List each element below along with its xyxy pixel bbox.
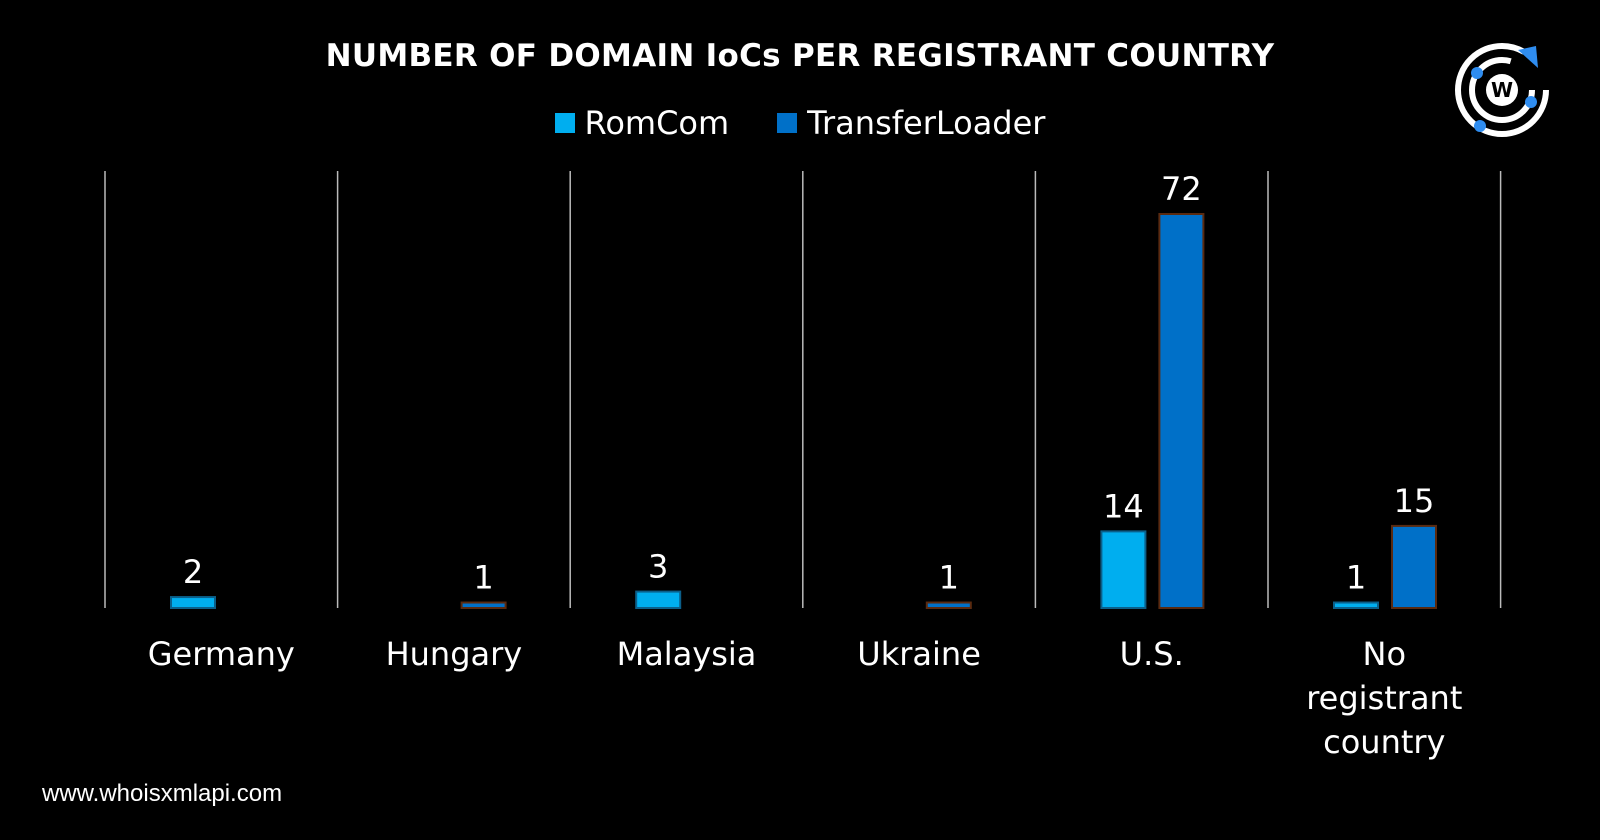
data-label: 14: [1103, 487, 1144, 525]
category-label: U.S.: [1120, 635, 1184, 673]
category-label: Germany: [148, 635, 295, 673]
category-label: Hungary: [386, 635, 523, 673]
legend-swatch-romcom: [554, 113, 575, 133]
legend-item-transferloader: TransferLoader: [777, 104, 1045, 142]
legend-label-transferloader: TransferLoader: [807, 104, 1046, 142]
category-label: Malaysia: [617, 635, 757, 673]
data-label: 1: [1346, 559, 1366, 597]
legend: RomCom TransferLoader: [0, 104, 1600, 142]
legend-swatch-transferloader: [777, 113, 798, 133]
footer-url: www.whoisxmlapi.com: [42, 780, 283, 807]
bar-romcom: [1100, 530, 1147, 610]
category-label: registrant: [1306, 679, 1462, 717]
bar-romcom: [170, 596, 216, 609]
bar-romcom: [635, 590, 682, 609]
chart-title: NUMBER OF DOMAIN IoCs PER REGISTRANT COU…: [325, 38, 1275, 74]
bar-transferloader: [1391, 524, 1437, 610]
data-label: 3: [648, 548, 668, 586]
data-label: 1: [939, 559, 959, 597]
category-label: country: [1323, 723, 1445, 761]
category-label: Ukraine: [857, 635, 981, 673]
data-label: 1: [473, 559, 493, 597]
whoisxmlapi-logo: W: [1455, 43, 1549, 137]
legend-label-romcom: RomCom: [584, 104, 730, 142]
category-label: No: [1363, 635, 1407, 673]
data-label: 72: [1161, 170, 1202, 208]
bar-transferloader: [460, 601, 507, 609]
bar-transferloader: [1158, 213, 1205, 609]
bar-transferloader: [925, 601, 972, 609]
legend-item-romcom: RomCom: [554, 104, 730, 142]
svg-text:W: W: [1491, 78, 1513, 102]
data-label: 15: [1394, 482, 1435, 520]
bar-romcom: [1333, 601, 1379, 609]
data-label: 2: [183, 553, 203, 591]
